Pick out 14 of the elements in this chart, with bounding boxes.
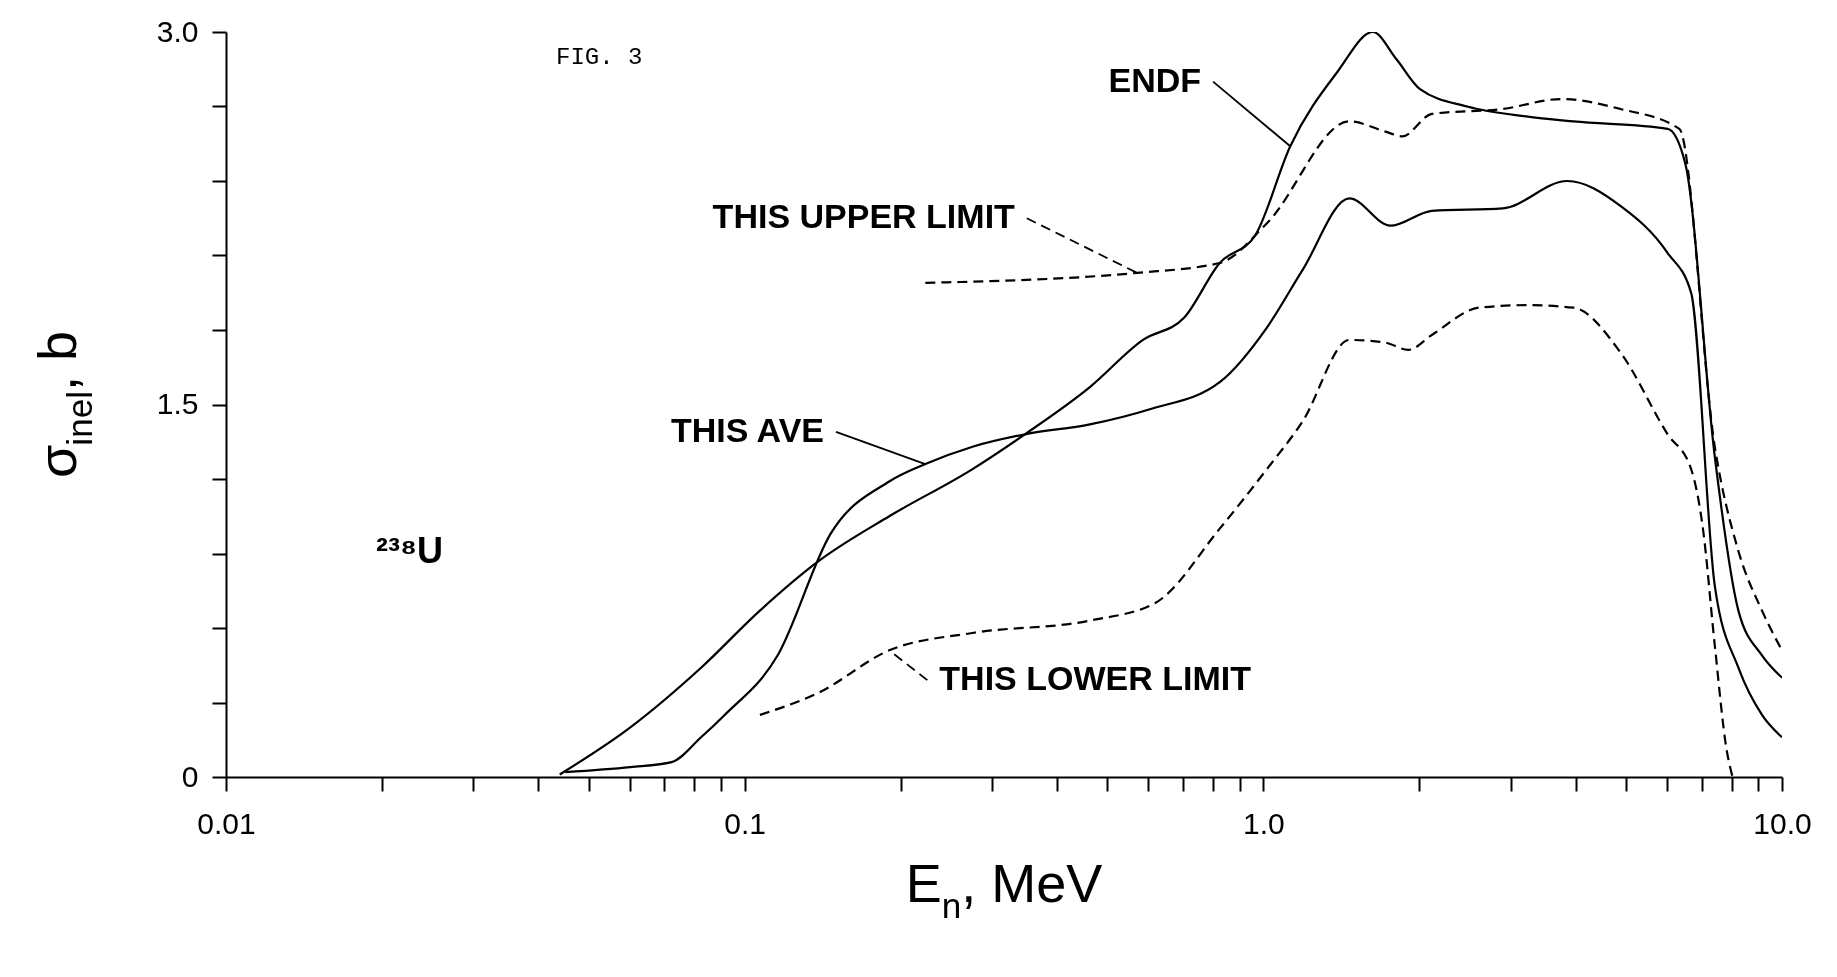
x-tick-label: 10.0 <box>1753 806 1812 840</box>
legend-label: THIS LOWER LIMIT <box>939 659 1252 698</box>
annotation: ²³⁸U <box>376 530 443 571</box>
annotation: FIG. 3 <box>556 44 643 71</box>
y-tick-label: 0 <box>181 759 199 793</box>
y-axis-title: σinel, b <box>27 330 100 479</box>
y-tick-label: 1.5 <box>156 387 199 420</box>
text: ENDF <box>1108 60 1202 99</box>
series-label: THIS UPPER LIMIT <box>712 197 1016 236</box>
x-tick-label: 0.01 <box>197 806 256 840</box>
x-tick-label: 0.1 <box>724 806 767 840</box>
x-tick-label: 1.0 <box>1242 806 1285 840</box>
y-tick-label: 3.0 <box>156 14 199 48</box>
series-label: THIS AVE <box>670 410 824 449</box>
